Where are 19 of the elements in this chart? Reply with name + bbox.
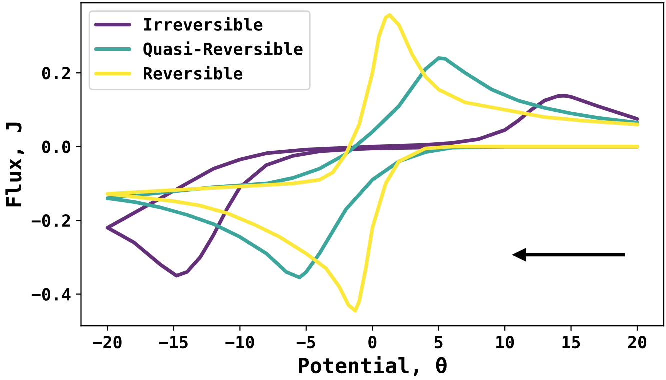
x-axis-title: Potential, θ	[299, 356, 447, 376]
x-tick-label: 20	[628, 336, 647, 349]
y-tick-label: −0.2	[32, 214, 70, 228]
y-axis-title: Flux, J	[6, 122, 24, 207]
x-tick-label: −5	[296, 336, 316, 349]
x-tick-label: 10	[496, 336, 514, 349]
legend-label: Irreversible	[144, 17, 263, 31]
legend-label: Quasi-Reversible	[144, 42, 303, 58]
line-series	[106, 13, 640, 313]
y-tick-label: 0.2	[42, 67, 70, 80]
legend-label: Reversible	[144, 66, 243, 80]
x-tick-label: −20	[93, 336, 122, 349]
x-tick-label: 0	[368, 336, 377, 349]
y-tick-label: 0.0	[42, 140, 71, 154]
x-tick-label: −10	[226, 336, 254, 349]
y-tick-label: −0.4	[32, 288, 71, 301]
x-tick-label: −15	[159, 336, 188, 349]
x-tick-label: 5	[434, 336, 443, 349]
x-tick-label: 15	[562, 336, 580, 349]
